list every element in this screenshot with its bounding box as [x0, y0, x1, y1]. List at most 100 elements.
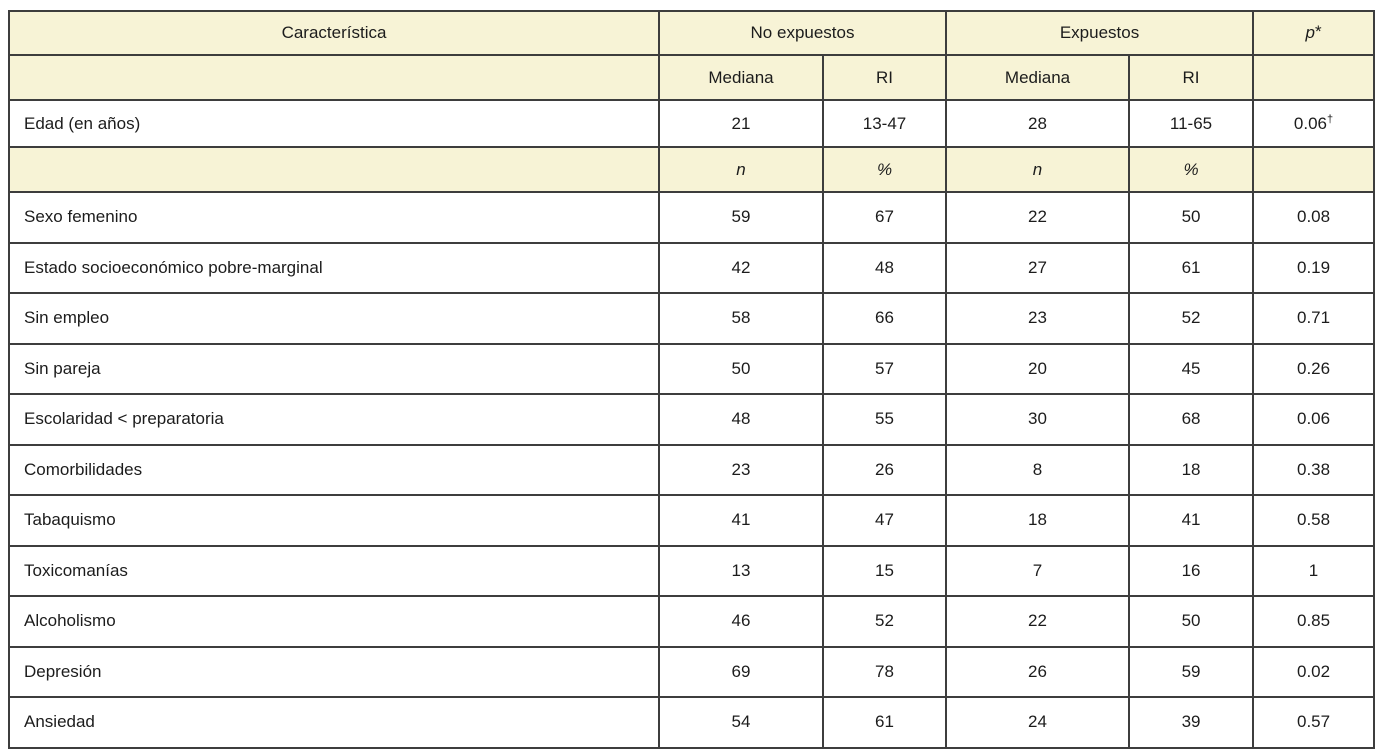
subheader-ri-exposed: RI	[1128, 54, 1255, 101]
subheader-mediana-unexposed: Mediana	[658, 54, 824, 101]
pct-unexposed: 15	[821, 544, 948, 597]
stat-subheader-row: Mediana RI Mediana RI	[8, 54, 1376, 101]
col-header-expuestos: Expuestos	[945, 10, 1255, 56]
empty-cell	[8, 54, 660, 101]
row-label: Ansiedad	[8, 696, 660, 749]
n-unexposed: 58	[658, 292, 824, 345]
subheader-n-exposed: n	[945, 146, 1131, 193]
subheader-n-unexposed: n	[658, 146, 824, 193]
n-exposed: 26	[945, 645, 1131, 698]
subheader-pct-unexposed: %	[821, 146, 948, 193]
age-median-exposed: 28	[945, 99, 1131, 148]
row-label: Alcoholismo	[8, 595, 660, 648]
pct-exposed: 16	[1128, 544, 1255, 597]
p-value: 0.02	[1252, 645, 1376, 698]
age-ri-unexposed: 13-47	[821, 99, 948, 148]
empty-cell	[8, 146, 660, 193]
p-value: 0.85	[1252, 595, 1376, 648]
p-asterisk: *	[1314, 22, 1322, 41]
n-exposed: 23	[945, 292, 1131, 345]
pct-exposed: 59	[1128, 645, 1255, 698]
table-row: Sin pareja 50 57 20 45 0.26	[8, 342, 1376, 395]
row-label: Sexo femenino	[8, 191, 660, 244]
age-row: Edad (en años) 21 13-47 28 11-65 0.06†	[8, 99, 1376, 148]
age-median-unexposed: 21	[658, 99, 824, 148]
pct-unexposed: 52	[821, 595, 948, 648]
pct-exposed: 18	[1128, 443, 1255, 496]
row-label: Edad (en años)	[8, 99, 660, 148]
empty-cell	[1252, 54, 1376, 101]
n-exposed: 18	[945, 494, 1131, 547]
pct-unexposed: 61	[821, 696, 948, 749]
col-header-no-expuestos: No expuestos	[657, 10, 948, 56]
n-unexposed: 54	[658, 696, 824, 749]
n-exposed: 24	[945, 696, 1131, 749]
p-label: p	[1305, 23, 1315, 42]
n-unexposed: 13	[658, 544, 824, 597]
p-value: 0.58	[1252, 494, 1376, 547]
dagger-mark: †	[1327, 112, 1334, 125]
pct-unexposed: 26	[821, 443, 948, 496]
row-label: Estado socioeconómico pobre-marginal	[8, 241, 660, 294]
n-exposed: 27	[945, 241, 1131, 294]
table-row: Toxicomanías 13 15 7 16 1	[8, 544, 1376, 597]
row-label: Tabaquismo	[8, 494, 660, 547]
n-exposed: 22	[945, 191, 1131, 244]
row-label: Comorbilidades	[8, 443, 660, 496]
table-header-row: Característica No expuestos Expuestos p*	[8, 10, 1376, 56]
row-label: Depresión	[8, 645, 660, 698]
p-value-text: 0.06	[1293, 113, 1328, 133]
pct-exposed: 52	[1128, 292, 1255, 345]
subheader-mediana-exposed: Mediana	[945, 54, 1131, 101]
p-value: 0.26	[1252, 342, 1376, 395]
n-exposed: 30	[945, 393, 1131, 446]
pct-exposed: 61	[1128, 241, 1255, 294]
row-label: Sin pareja	[8, 342, 660, 395]
n-exposed: 22	[945, 595, 1131, 648]
n-unexposed: 42	[658, 241, 824, 294]
table-row: Sin empleo 58 66 23 52 0.71	[8, 292, 1376, 345]
pct-exposed: 45	[1128, 342, 1255, 395]
pct-unexposed: 47	[821, 494, 948, 547]
row-label: Toxicomanías	[8, 544, 660, 597]
count-subheader-row: n % n %	[8, 146, 1376, 193]
pct-unexposed: 67	[821, 191, 948, 244]
subheader-ri-unexposed: RI	[821, 54, 948, 101]
n-unexposed: 69	[658, 645, 824, 698]
col-header-caracteristica: Característica	[8, 10, 660, 56]
table-row: Comorbilidades 23 26 8 18 0.38	[8, 443, 1376, 496]
subheader-pct-exposed: %	[1128, 146, 1255, 193]
p-value: 0.71	[1252, 292, 1376, 345]
col-header-p: p*	[1252, 10, 1376, 56]
pct-exposed: 41	[1128, 494, 1255, 547]
table-row: Alcoholismo 46 52 22 50 0.85	[8, 595, 1376, 648]
table-row: Escolaridad < preparatoria 48 55 30 68 0…	[8, 393, 1376, 446]
table-row: Depresión 69 78 26 59 0.02	[8, 645, 1376, 698]
n-unexposed: 46	[658, 595, 824, 648]
table-row: Tabaquismo 41 47 18 41 0.58	[8, 494, 1376, 547]
pct-unexposed: 48	[821, 241, 948, 294]
age-ri-exposed: 11-65	[1128, 99, 1255, 148]
empty-cell	[1252, 146, 1376, 193]
n-exposed: 7	[945, 544, 1131, 597]
p-value: 0.06	[1252, 393, 1376, 446]
p-value: 0.19	[1252, 241, 1376, 294]
age-p-value: 0.06†	[1252, 99, 1376, 148]
n-unexposed: 23	[658, 443, 824, 496]
table-row: Ansiedad 54 61 24 39 0.57	[8, 696, 1376, 749]
table-row: Sexo femenino 59 67 22 50 0.08	[8, 191, 1376, 244]
pct-exposed: 39	[1128, 696, 1255, 749]
pct-exposed: 68	[1128, 393, 1255, 446]
pct-unexposed: 66	[821, 292, 948, 345]
n-unexposed: 41	[658, 494, 824, 547]
p-value: 1	[1252, 544, 1376, 597]
row-label: Sin empleo	[8, 292, 660, 345]
pct-unexposed: 57	[821, 342, 948, 395]
pct-exposed: 50	[1128, 191, 1255, 244]
n-unexposed: 48	[658, 393, 824, 446]
p-value: 0.08	[1252, 191, 1376, 244]
p-value: 0.57	[1252, 696, 1376, 749]
p-value: 0.38	[1252, 443, 1376, 496]
pct-unexposed: 55	[821, 393, 948, 446]
